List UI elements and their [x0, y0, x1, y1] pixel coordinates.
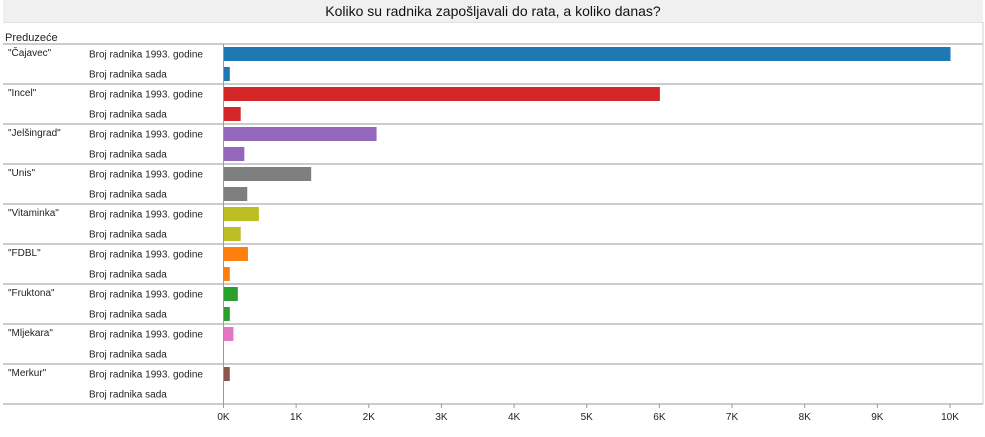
x-tick-label: 4K [508, 412, 521, 423]
group-label-incel: "Incel" [8, 88, 37, 99]
measure-label: Broj radnika 1993. godine [89, 90, 203, 101]
measure-label: Broj radnika 1993. godine [89, 330, 203, 341]
group-label-unis: "Unis" [8, 168, 36, 179]
measure-label: Broj radnika 1993. godine [89, 50, 203, 61]
x-tick-label: 1K [290, 412, 303, 423]
group-label-mljekara: "Mljekara" [8, 328, 53, 339]
bar-merkur-1993 [224, 367, 230, 381]
x-tick-label: 0K [217, 412, 230, 423]
x-tick-label: 8K [799, 412, 812, 423]
bar-fdbl-1993 [224, 247, 248, 261]
bar-unis-sada [224, 187, 248, 201]
bar-vitaminka-sada [224, 227, 241, 241]
x-tick-label: 3K [435, 412, 448, 423]
measure-label: Broj radnika 1993. godine [89, 370, 203, 381]
measure-label: Broj radnika 1993. godine [89, 250, 203, 261]
measure-label: Broj radnika 1993. godine [89, 210, 203, 221]
bar-čajavec-1993 [224, 47, 951, 61]
measure-label: Broj radnika 1993. godine [89, 170, 203, 181]
measure-label: Broj radnika sada [89, 110, 167, 121]
group-label-fruktona: "Fruktona" [8, 288, 55, 299]
bar-jelšingrad-sada [224, 147, 245, 161]
measure-label: Broj radnika sada [89, 350, 167, 361]
row-header-label: Preduzeće [5, 32, 58, 44]
chart-title: Koliko su radnika zapošljavali do rata, … [325, 3, 661, 19]
measure-label: Broj radnika sada [89, 70, 167, 81]
x-tick-label: 5K [581, 412, 594, 423]
measure-label: Broj radnika sada [89, 190, 167, 201]
bar-unis-1993 [224, 167, 312, 181]
x-tick-label: 6K [653, 412, 666, 423]
x-tick-label: 9K [871, 412, 884, 423]
group-label-merkur: "Merkur" [8, 368, 47, 379]
x-tick-label: 2K [363, 412, 376, 423]
bar-vitaminka-1993 [224, 207, 259, 221]
group-label-fdbl: "FDBL" [8, 248, 41, 259]
chart-title-bar: Koliko su radnika zapošljavali do rata, … [3, 0, 983, 23]
bar-fruktona-1993 [224, 287, 238, 301]
bar-jelšingrad-1993 [224, 127, 377, 141]
measure-label: Broj radnika sada [89, 310, 167, 321]
bar-fruktona-sada [224, 307, 230, 321]
measure-label: Broj radnika sada [89, 270, 167, 281]
measure-label: Broj radnika 1993. godine [89, 130, 203, 141]
bar-čajavec-sada [224, 67, 230, 81]
x-tick-label: 10K [941, 412, 959, 423]
measure-label: Broj radnika sada [89, 230, 167, 241]
group-label-čajavec: "Čajavec" [8, 46, 52, 59]
x-tick-label: 7K [726, 412, 739, 423]
measure-label: Broj radnika sada [89, 390, 167, 401]
bar-fdbl-sada [224, 267, 230, 281]
group-label-jelšingrad: "Jelšingrad" [8, 128, 61, 139]
bar-incel-sada [224, 107, 241, 121]
measure-label: Broj radnika sada [89, 150, 167, 161]
bar-incel-1993 [224, 87, 660, 101]
bar-mljekara-1993 [224, 327, 234, 341]
group-label-vitaminka: "Vitaminka" [8, 208, 59, 219]
measure-label: Broj radnika 1993. godine [89, 290, 203, 301]
